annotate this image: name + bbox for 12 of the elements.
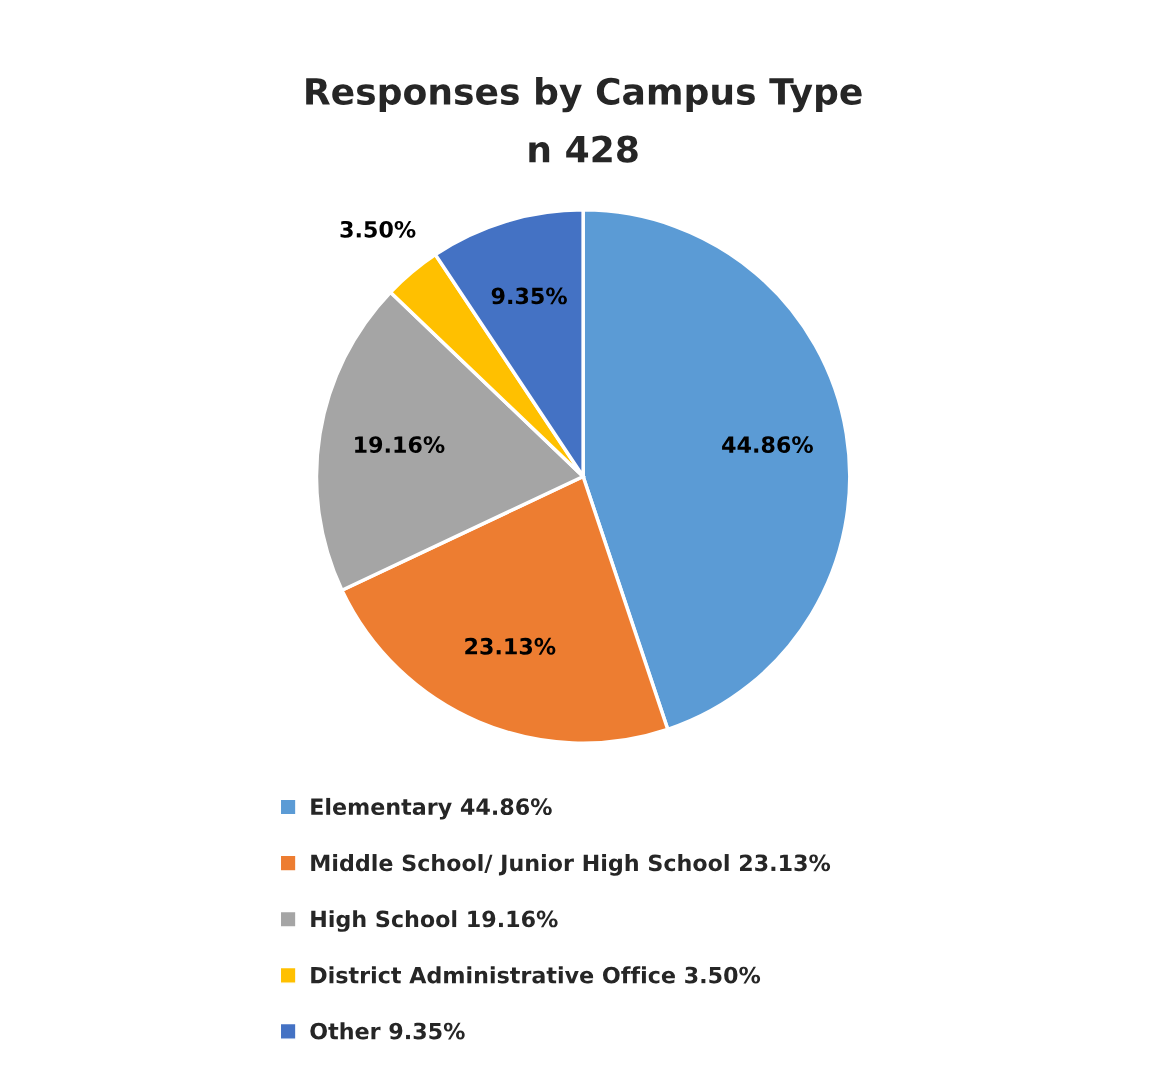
- data-label: 44.86%: [722, 436, 813, 453]
- legend-label: Middle School/ Junior High School 23.13%: [311, 854, 831, 876]
- legend-label: Elementary 44.86%: [311, 797, 552, 820]
- data-label: 19.16%: [355, 436, 445, 453]
- data-label: 9.35%: [491, 287, 567, 305]
- chart-subtitle: n 428: [529, 135, 638, 163]
- legend-label: Other 9.35%: [310, 1022, 465, 1040]
- legend-label: District Administrative Office 3.50%: [311, 966, 761, 984]
- legend-label: High School 19.16%: [311, 910, 558, 932]
- data-label: 23.13%: [465, 637, 556, 655]
- data-label: 3.50%: [340, 220, 416, 238]
- chart-title: Responses by Campus Type: [306, 77, 862, 113]
